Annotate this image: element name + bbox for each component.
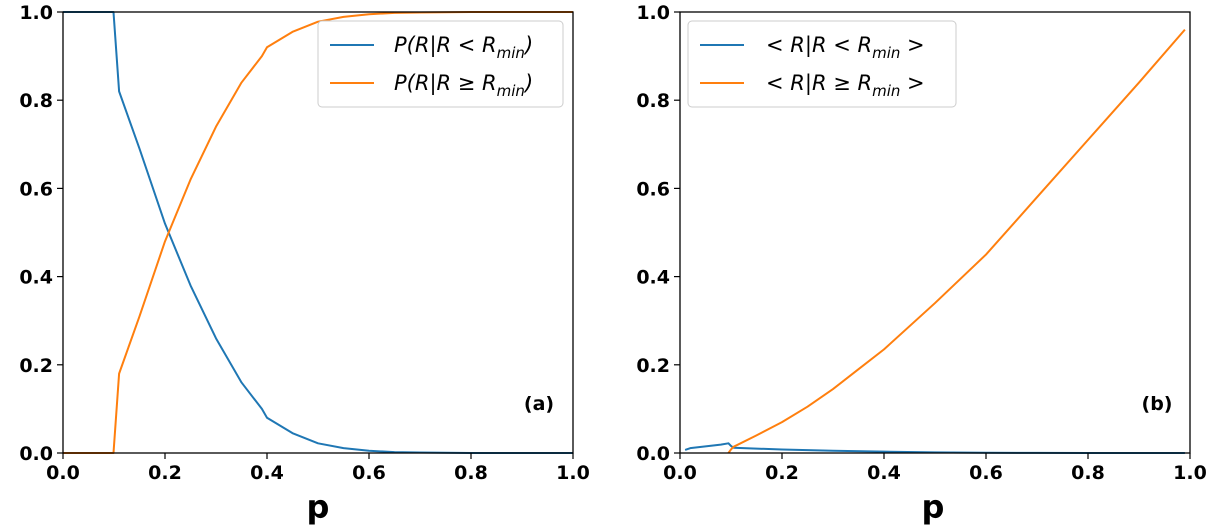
legend-label-a-1: P(R|R ≥ Rmin) <box>394 71 533 100</box>
panel-label-a: (a) <box>524 393 554 415</box>
x-tick-label-b-4: 0.8 <box>1071 462 1105 484</box>
legend-label-b-1: < R|R ≥ Rmin > <box>766 71 925 100</box>
panel-label-b: (b) <box>1142 393 1173 415</box>
y-tick-label-b-5: 1.0 <box>636 2 670 24</box>
series-line-b-0 <box>684 442 1185 454</box>
y-tick-label-b-2: 0.4 <box>636 267 670 289</box>
x-tick-label-a-3: 0.6 <box>352 462 386 484</box>
y-tick-label-a-3: 0.6 <box>19 178 53 200</box>
x-tick-label-a-0: 0.0 <box>46 462 80 484</box>
axes-frame-b <box>679 11 1191 454</box>
x-tick-label-b-2: 0.4 <box>867 462 901 484</box>
chart-panel-b: 0.0 0.2 0.4 0.6 0.8 1.0 0.0 0.2 0.4 0.6 0.8 1.0 (b)… <box>636 2 1207 526</box>
y-tick-label-b-3: 0.6 <box>636 178 670 200</box>
ticks-a: 0.0 0.2 0.4 0.6 0.8 1.0 0.0 0.2 0.4 0.6 0.8 1.0 <box>19 2 590 484</box>
y-tick-label-b-1: 0.2 <box>636 355 670 377</box>
x-tick-label-a-5: 1.0 <box>556 462 590 484</box>
x-tick-label-b-0: 0.0 <box>663 462 697 484</box>
x-tick-label-a-1: 0.2 <box>148 462 182 484</box>
x-tick-label-b-5: 1.0 <box>1173 462 1207 484</box>
y-tick-label-a-4: 0.8 <box>19 90 53 112</box>
legend-label-a-0: P(R|R < Rmin) <box>394 33 533 62</box>
legend-a: P(R|R < Rmin) P(R|R ≥ Rmin) <box>317 20 564 108</box>
legend-b: < R|R < Rmin > < R|R ≥ Rmin > <box>687 20 957 108</box>
axes-frame-a <box>62 11 574 454</box>
legend-box-b <box>687 20 957 108</box>
y-tick-label-a-1: 0.2 <box>19 355 53 377</box>
x-tick-label-a-2: 0.4 <box>250 462 284 484</box>
legend-label-b-0: < R|R < Rmin > <box>766 33 925 62</box>
x-tick-label-a-4: 0.8 <box>454 462 488 484</box>
legend-box-a <box>317 20 564 108</box>
y-tick-label-a-5: 1.0 <box>19 2 53 24</box>
y-tick-label-b-4: 0.8 <box>636 90 670 112</box>
y-tick-label-b-0: 0.0 <box>636 443 670 465</box>
ticks-b: 0.0 0.2 0.4 0.6 0.8 1.0 0.0 0.2 0.4 0.6 0.8 1.0 <box>636 2 1207 484</box>
series-line-b-1 <box>727 28 1186 454</box>
y-tick-label-a-2: 0.4 <box>19 267 53 289</box>
x-tick-label-b-1: 0.2 <box>765 462 799 484</box>
chart-panel-a: 0.0 0.2 0.4 0.6 0.8 1.0 0.0 0.2 0.4 0.6 0.8 1.0 (a)… <box>19 2 590 526</box>
x-axis-label-b: p <box>922 488 945 526</box>
x-tick-label-b-3: 0.6 <box>969 462 1003 484</box>
y-tick-label-a-0: 0.0 <box>19 443 53 465</box>
x-axis-label-a: p <box>307 488 330 526</box>
